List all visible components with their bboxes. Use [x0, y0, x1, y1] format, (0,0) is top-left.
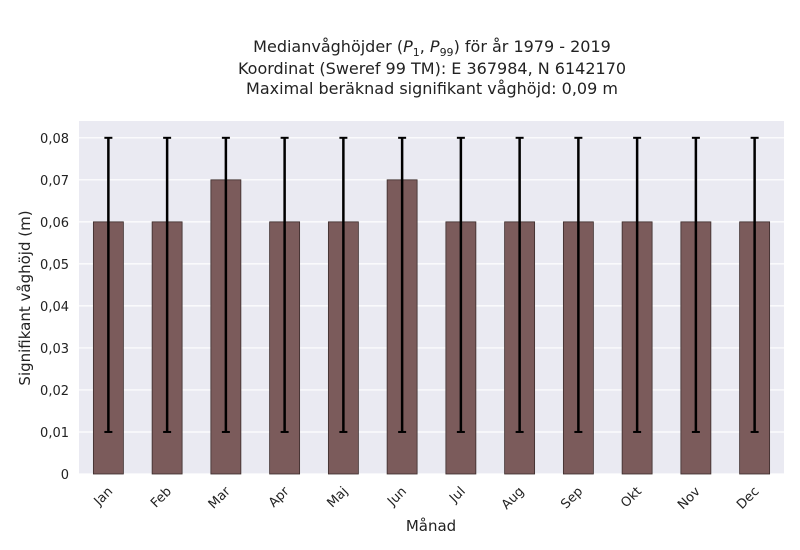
grid-lines — [79, 137, 784, 475]
error-bar-feb — [163, 136, 172, 433]
error-bar-jan — [104, 136, 113, 433]
y-tick-label: 0,06 — [40, 216, 69, 231]
x-tick-label: Jan — [91, 484, 116, 509]
y-tick-label: 0,01 — [40, 426, 69, 441]
chart-title-prefix: Medianvåghöjder ( — [253, 37, 403, 56]
chart-title-p99-sub: 99 — [440, 46, 454, 59]
x-tick-label: Jun — [384, 484, 410, 510]
x-tick-label: Mar — [206, 484, 234, 512]
y-tick-label: 0,05 — [40, 258, 69, 273]
chart-title-p1: P — [403, 37, 413, 56]
error-bar-maj — [339, 136, 348, 433]
x-tick-labels: Jan Feb Mar Apr Maj Jun Jul Aug Sep Okt Nov Dec — [91, 484, 763, 513]
x-axis-label: Månad — [406, 517, 456, 535]
chart-subtitle-max-height: Maximal beräknad signifikant våghöjd: 0,… — [246, 79, 618, 98]
y-tick-label: 0,02 — [40, 384, 69, 399]
y-tick-label: 0,03 — [40, 342, 69, 357]
error-bar-aug — [515, 136, 524, 433]
error-bar-nov — [691, 136, 700, 433]
chart-title-p99: P — [430, 37, 440, 56]
y-axis-label: Signifikant våghöjd (m) — [16, 210, 34, 385]
error-bar-okt — [633, 136, 642, 433]
x-tick-label: Jul — [446, 484, 468, 506]
x-tick-label: Feb — [148, 484, 175, 511]
error-bar-apr — [280, 136, 289, 433]
error-bar-mar — [221, 136, 230, 433]
x-tick-label: Sep — [558, 484, 586, 512]
error-bars — [104, 136, 759, 433]
x-tick-label: Okt — [618, 484, 645, 511]
y-tick-label: 0 — [61, 468, 69, 483]
y-tick-label: 0,04 — [40, 300, 69, 315]
y-tick-label: 0,07 — [40, 174, 69, 189]
chart-title-separator: , — [420, 37, 430, 56]
x-tick-label: Apr — [266, 484, 293, 511]
chart-title-suffix: ) för år 1979 - 2019 — [454, 37, 611, 56]
plot-area — [79, 121, 784, 474]
chart-title-p1-sub: 1 — [413, 46, 420, 59]
error-bar-jul — [456, 136, 465, 433]
y-tick-label: 0,08 — [40, 132, 69, 147]
x-tick-label: Nov — [675, 484, 704, 513]
x-tick-label: Maj — [324, 484, 351, 511]
chart-title: Medianvåghöjder (P1, P99) för år 1979 - … — [253, 37, 611, 59]
error-bar-sep — [574, 136, 583, 433]
chart-subtitle-coordinates: Koordinat (Sweref 99 TM): E 367984, N 61… — [238, 59, 626, 78]
x-tick-label: Dec — [734, 484, 762, 512]
y-tick-labels: 0 0,01 0,02 0,03 0,04 0,05 0,06 0,07 0,08 — [40, 132, 69, 483]
error-bar-jun — [398, 136, 407, 433]
error-bar-dec — [750, 136, 759, 433]
x-tick-label: Aug — [499, 484, 528, 513]
